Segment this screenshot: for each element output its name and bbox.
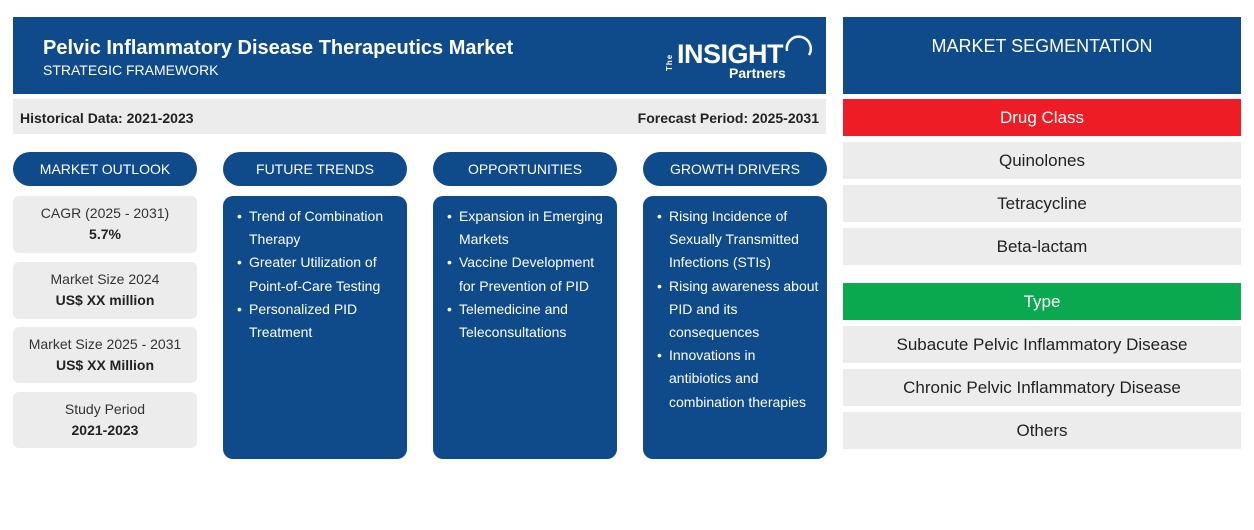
future-trends-panel: Trend of Combination Therapy Greater Uti…	[223, 196, 407, 459]
segment-item: Chronic Pelvic Inflammatory Disease	[843, 369, 1241, 406]
list-item: Telemedicine and Teleconsultations	[447, 298, 609, 344]
type-header: Type	[843, 283, 1241, 320]
list-item: Rising awareness about PID and its conse…	[657, 275, 819, 345]
logo-brand: INSIGHT	[677, 39, 784, 69]
list-item: Trend of Combination Therapy	[237, 205, 399, 251]
list-item: Expansion in Emerging Markets	[447, 205, 609, 251]
logo-partners: Partners	[729, 65, 786, 81]
growth-drivers-panel: Rising Incidence of Sexually Transmitted…	[643, 196, 827, 459]
market-outlook-header: MARKET OUTLOOK	[13, 152, 197, 186]
list-item: Personalized PID Treatment	[237, 298, 399, 344]
list-item: Innovations in antibiotics and combinati…	[657, 344, 819, 414]
segmentation-title: MARKET SEGMENTATION	[843, 17, 1241, 94]
title-banner: Pelvic Inflammatory Disease Therapeutics…	[13, 17, 826, 94]
segment-item: Beta-lactam	[843, 228, 1241, 265]
list-item: Rising Incidence of Sexually Transmitted…	[657, 205, 819, 275]
segment-item: Subacute Pelvic Inflammatory Disease	[843, 326, 1241, 363]
stat-value: US$ XX million	[55, 292, 155, 308]
segment-item: Quinolones	[843, 142, 1241, 179]
forecast-period: Forecast Period: 2025-2031	[637, 110, 819, 126]
cagr-card: CAGR (2025 - 2031) 5.7%	[13, 196, 197, 253]
stat-label: CAGR (2025 - 2031)	[40, 205, 170, 221]
list-item: Greater Utilization of Point-of-Care Tes…	[237, 251, 399, 297]
logo-the: The	[665, 53, 674, 71]
page-title: Pelvic Inflammatory Disease Therapeutics…	[43, 37, 514, 59]
stat-value: 5.7%	[89, 226, 121, 242]
period-bar: Historical Data: 2021-2023 Forecast Peri…	[13, 99, 826, 134]
market-size-2024-card: Market Size 2024 US$ XX million	[13, 262, 197, 319]
historical-data: Historical Data: 2021-2023	[20, 110, 194, 126]
opportunities-header: OPPORTUNITIES	[433, 152, 617, 186]
list-item: Vaccine Development for Prevention of PI…	[447, 251, 609, 297]
stat-value: US$ XX Million	[55, 357, 154, 373]
study-period-card: Study Period 2021-2023	[13, 392, 197, 448]
stat-label: Study Period	[64, 401, 146, 417]
future-trends-header: FUTURE TRENDS	[223, 152, 407, 186]
segment-item: Tetracycline	[843, 185, 1241, 222]
drug-class-header: Drug Class	[843, 99, 1241, 136]
market-size-forecast-card: Market Size 2025 - 2031 US$ XX Million	[13, 327, 197, 383]
segment-item: Others	[843, 412, 1241, 449]
stat-label: Market Size 2024	[50, 271, 160, 287]
stat-label: Market Size 2025 - 2031	[28, 336, 182, 352]
opportunities-panel: Expansion in Emerging Markets Vaccine De…	[433, 196, 617, 459]
growth-drivers-header: GROWTH DRIVERS	[643, 152, 827, 186]
insight-partners-logo: The INSIGHT Partners	[665, 31, 815, 83]
logo-swoosh-icon	[785, 35, 812, 56]
stat-value: 2021-2023	[71, 422, 139, 438]
page-subtitle: STRATEGIC FRAMEWORK	[43, 62, 219, 78]
